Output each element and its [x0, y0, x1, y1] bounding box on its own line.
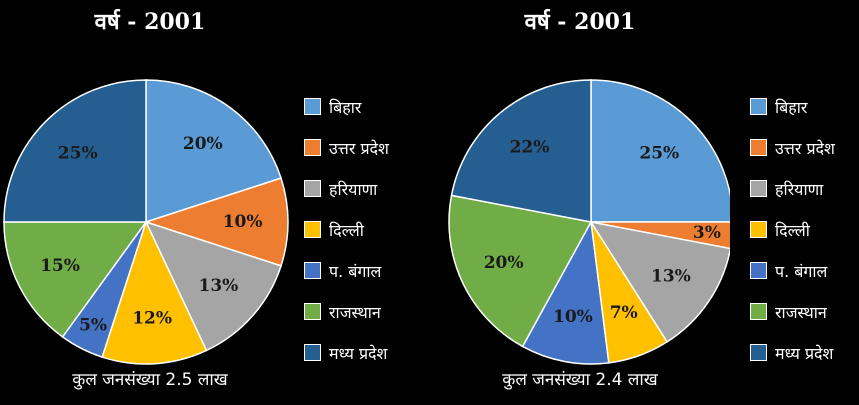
legend-swatch — [750, 303, 767, 320]
total-population-left: कुल जनसंख्या 2.5 लाख — [72, 370, 228, 390]
pie-chart-right: 25% 3% 13% 7% 10% 20% 22% — [448, 79, 730, 365]
total-population-right: कुल जनसंख्या 2.4 लाख — [502, 370, 658, 390]
legend-swatch — [750, 98, 767, 115]
pie-slice-rajasthan — [448, 194, 593, 348]
legend-swatch — [304, 344, 321, 361]
legend-label: प. बंगाल — [329, 261, 382, 281]
pie-slice-rajasthan — [3, 221, 148, 338]
legend-swatch — [304, 303, 321, 320]
pie-slice-delhi — [101, 219, 208, 365]
legend-item: दिल्ली — [750, 209, 835, 250]
slice-value-label: 15% — [40, 256, 80, 276]
slice-value-label: 20% — [183, 134, 223, 154]
slice-value-label: 10% — [553, 307, 593, 327]
legend-item: प. बंगाल — [304, 250, 389, 291]
pie-slice-haryana — [144, 220, 282, 352]
slice-value-label: 10% — [223, 212, 263, 232]
pie-slice-madhya-pradesh — [3, 79, 147, 223]
legend-swatch — [750, 180, 767, 197]
slice-value-label: 7% — [610, 303, 638, 323]
legend-item: बिहार — [304, 86, 389, 127]
slice-value-label: 25% — [639, 144, 679, 164]
legend-item: मध्य प्रदेश — [304, 332, 389, 373]
pie-slice-west-bengal — [521, 219, 610, 365]
legend-label: हरियाणा — [329, 179, 378, 199]
legend-label: दिल्ली — [329, 220, 364, 240]
pie-slice-uttar-pradesh — [590, 221, 730, 250]
slice-value-label: 13% — [198, 276, 238, 296]
legend-label: उत्तर प्रदेश — [775, 138, 835, 158]
legend-swatch — [304, 262, 321, 279]
legend-swatch — [750, 344, 767, 361]
slice-value-label: 22% — [510, 138, 550, 158]
legend-label: प. बंगाल — [775, 261, 828, 281]
pie-slice-madhya-pradesh — [450, 79, 592, 223]
pie-slice-haryana — [589, 220, 730, 343]
legend-swatch — [750, 262, 767, 279]
legend-item: हरियाणा — [304, 168, 389, 209]
legend-item: हरियाणा — [750, 168, 835, 209]
legend-label: राजस्थान — [329, 302, 381, 322]
legend-item: उत्तर प्रदेश — [304, 127, 389, 168]
legend-swatch — [750, 221, 767, 238]
slice-value-label: 5% — [79, 316, 107, 336]
legend-label: मध्य प्रदेश — [329, 343, 388, 363]
legend-swatch — [304, 98, 321, 115]
pie-chart-left: 20% 10% 13% 12% 5% 15% 25% — [3, 79, 289, 365]
legend-right: बिहार उत्तर प्रदेश हरियाणा दिल्ली प. बंगाल रा… — [750, 86, 835, 373]
slice-value-label: 13% — [651, 266, 691, 286]
slice-value-label: 3% — [693, 223, 721, 243]
legend-label: दिल्ली — [775, 220, 810, 240]
legend-item: बिहार — [750, 86, 835, 127]
legend-swatch — [304, 139, 321, 156]
chart-panel-left: वर्ष - 2001 20% 10% 13% 12% 5% 15% 25% बिहार उत… — [3, 9, 389, 390]
legend-label: उत्तर प्रदेश — [329, 138, 389, 158]
legend-item: मध्य प्रदेश — [750, 332, 835, 373]
legend-swatch — [304, 221, 321, 238]
pie-slice-uttar-pradesh — [143, 177, 289, 267]
legend-label: बिहार — [775, 97, 808, 117]
legend-label: बिहार — [329, 97, 362, 117]
chart-panel-right: वर्ष - 2001 25% 3% 13% 7% 10% 20% 22% बिहार उत्… — [430, 0, 859, 405]
legend-item: उत्तर प्रदेश — [750, 127, 835, 168]
legend-item: राजस्थान — [304, 291, 389, 332]
legend-label: मध्य प्रदेश — [775, 343, 834, 363]
legend-item: प. बंगाल — [750, 250, 835, 291]
legend-label: राजस्थान — [775, 302, 827, 322]
chart-title-right: वर्ष - 2001 — [524, 9, 636, 35]
legend-swatch — [750, 139, 767, 156]
pie-slice-bihar — [145, 79, 282, 224]
slice-value-label: 12% — [132, 308, 172, 328]
legend-swatch — [304, 180, 321, 197]
legend-label: हरियाणा — [775, 179, 824, 199]
legend-left: बिहार उत्तर प्रदेश हरियाणा दिल्ली प. बंगाल रा… — [304, 86, 389, 373]
pie-slice-bihar — [590, 79, 730, 223]
legend-item: राजस्थान — [750, 291, 835, 332]
slice-value-label: 20% — [484, 253, 524, 273]
chart-title-left: वर्ष - 2001 — [94, 9, 206, 35]
legend-item: दिल्ली — [304, 209, 389, 250]
slice-value-label: 25% — [58, 144, 98, 164]
